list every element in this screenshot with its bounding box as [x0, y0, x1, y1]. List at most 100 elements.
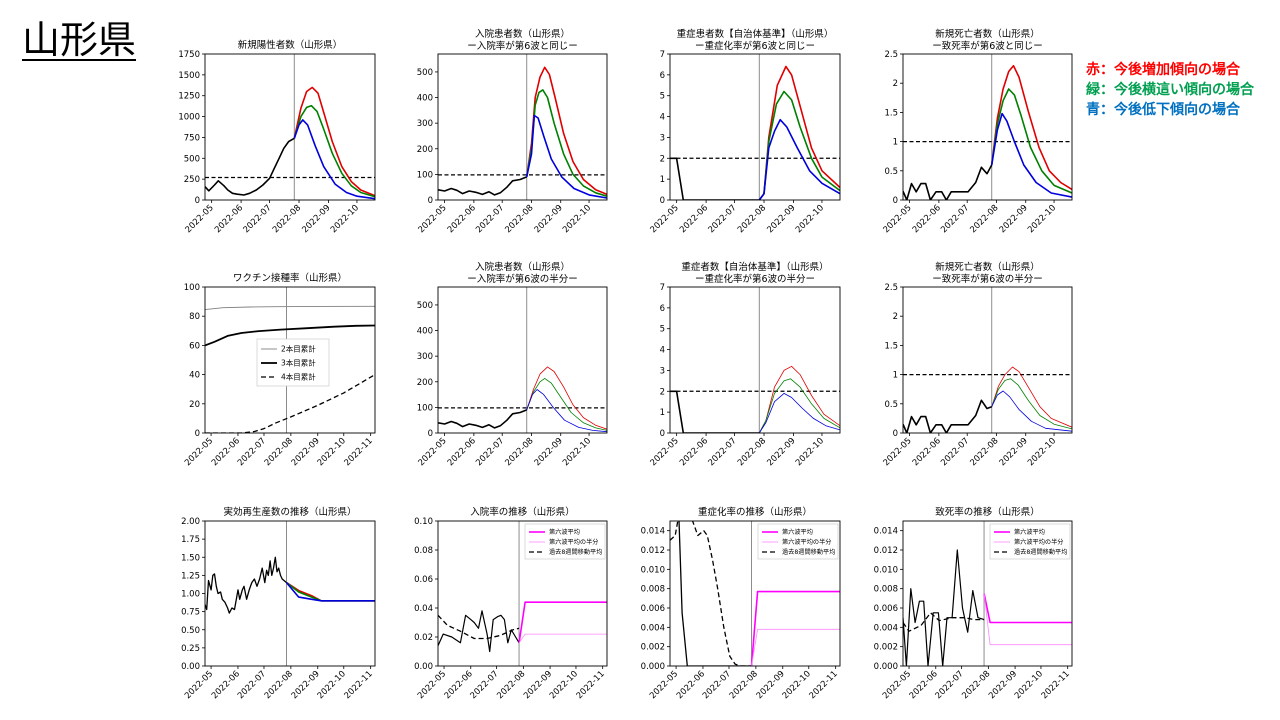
plot-frame [669, 520, 841, 667]
chart-subtitle: ー重症化率が第6波の半分ー [695, 273, 815, 285]
legend-label: 第六波平均の半分 [782, 538, 832, 546]
series-line-green [990, 88, 1072, 194]
chart-c8: 新規死亡者数（山形県）ー致死率が第6波の半分ー 0 0.5 1 1.5 2 2.5 2022-… [882, 261, 1073, 468]
chart-title: 新規陽性者数（山形県） [238, 39, 343, 51]
y-tick-label: 1.25 [181, 571, 200, 581]
y-tick-label: 3 [660, 133, 665, 143]
chart-c1: 新規陽性者数（山形県） 0 250 500 750 1000 1250 1500 1750 202… [178, 39, 376, 235]
y-tick-label: 2 [660, 387, 665, 397]
y-tick-label: 250 [184, 175, 200, 185]
series-line-green [293, 104, 375, 198]
x-tick-label: 2022-10 [1013, 669, 1045, 701]
x-tick-label: 2022-09 [765, 436, 797, 468]
x-tick-label: 2022-11 [808, 669, 840, 701]
y-tick-label: 2 [660, 154, 665, 164]
series-line-red [991, 366, 1072, 428]
y-tick-label: 7 [660, 283, 665, 293]
y-tick-label: 0.014 [641, 527, 665, 537]
legend-box [989, 523, 1071, 560]
series-line-magenta [518, 601, 607, 643]
x-tick-label: 2022-11 [1040, 669, 1072, 701]
legend-label: 過去8週間移動平均 [1014, 548, 1067, 556]
y-tick-label: 500 [184, 154, 200, 164]
series-line-green [991, 378, 1072, 430]
series-line-blue [525, 114, 607, 199]
series-line-black [678, 521, 752, 666]
y-tick-label: 500 [417, 68, 433, 78]
y-tick-label: 0.75 [181, 608, 200, 618]
chart-subtitle: ー致死率が第6波の半分ー [932, 273, 1043, 285]
y-tick-label: 5 [660, 325, 665, 335]
series-line-green [758, 90, 840, 200]
y-tick-label: 0.08 [414, 546, 433, 556]
x-tick-label: 2022-05 [648, 669, 680, 701]
x-tick-label: 2022-09 [533, 436, 565, 468]
legend-label: 2本目累計 [281, 344, 316, 354]
x-tick-label: 2022-05 [183, 436, 215, 468]
scenario-decrease-label: 青：今後低下傾向の場合 [1086, 102, 1240, 118]
plot-frame [204, 520, 376, 667]
y-tick-label: 20 [189, 400, 200, 410]
chart-title: 重症者数【自治体基準】（山形県） [681, 261, 828, 273]
x-tick-label: 2022-07 [474, 203, 506, 235]
y-tick-label: 5 [660, 92, 665, 102]
x-tick-label: 2022-07 [701, 669, 733, 701]
chart-c12: 致死率の推移（山形県） 0.000 0.002 0.004 0.006 0.008 0.01… [874, 506, 1073, 701]
chart-c11: 重症化率の推移（山形県） 0.000 0.002 0.004 0.006 0.008 0.0… [641, 506, 841, 701]
x-tick-label: 2022-05 [184, 203, 216, 235]
y-tick-label: 0.008 [874, 585, 898, 595]
scenario-increase-label: 赤：今後増加傾向の場合 [1086, 62, 1240, 78]
x-tick-label: 2022-09 [998, 203, 1030, 235]
legend-label: 第六波平均の半分 [1014, 538, 1064, 546]
y-tick-label: 4 [660, 346, 665, 356]
x-tick-label: 2022-09 [998, 436, 1030, 468]
x-tick-label: 2022-11 [343, 436, 375, 468]
y-tick-label: 0.012 [874, 546, 898, 556]
y-tick-label: 0.00 [181, 662, 200, 672]
chart-subtitle: ー入院率が第6波の半分ー [467, 273, 578, 285]
page-title: 山形県 [22, 18, 137, 62]
y-tick-label: 4 [660, 113, 665, 123]
series-line-black [670, 390, 760, 433]
series-line-black [670, 521, 752, 666]
series-line-blue [293, 119, 375, 200]
x-tick-label: 2022-07 [939, 203, 971, 235]
chart-title: ワクチン接種率（山形県） [233, 272, 347, 284]
y-tick-label: 0.04 [414, 604, 433, 614]
y-tick-label: 0 [428, 196, 433, 206]
legend-label: 過去8週間移動平均 [549, 548, 602, 556]
y-tick-label: 100 [417, 170, 433, 180]
legend-label: 3本目累計 [281, 358, 316, 368]
series-line-blue [990, 112, 1072, 198]
y-tick-label: 6 [660, 304, 665, 314]
x-tick-label: 2022-07 [707, 203, 739, 235]
x-tick-label: 2022-10 [548, 669, 580, 701]
series-line-gray [205, 305, 375, 311]
series-line-black [903, 549, 985, 666]
x-tick-label: 2022-10 [794, 436, 826, 468]
x-tick-label: 2022-06 [446, 203, 478, 235]
x-tick-label: 2022-08 [503, 203, 535, 235]
series-line-black [205, 556, 287, 614]
legend-label: 第六波平均 [782, 528, 813, 536]
plot-frame [437, 520, 608, 667]
x-tick-label: 2022-06 [213, 203, 245, 235]
series-line-black [438, 614, 520, 640]
y-tick-label: 1250 [178, 92, 200, 102]
y-tick-label: 100 [184, 283, 200, 293]
series-line-red [758, 365, 840, 433]
y-tick-label: 400 [417, 94, 433, 104]
y-tick-label: 0.006 [641, 604, 665, 614]
y-tick-label: 1.75 [181, 535, 200, 545]
legend-box [524, 523, 606, 560]
y-tick-label: 0 [893, 196, 898, 206]
x-tick-label: 2022-07 [939, 436, 971, 468]
scenario-legend: 赤：今後増加傾向の場合 緑：今後横這い傾向の場合 青：今後低下傾向の場合 [1086, 60, 1254, 120]
x-tick-label: 2022-07 [934, 669, 966, 701]
y-tick-label: 0.5 [884, 400, 898, 410]
x-tick-label: 2022-06 [911, 436, 943, 468]
x-tick-label: 2022-05 [417, 436, 449, 468]
chart-title: 重症患者数【自治体基準】（山形県） [677, 28, 834, 40]
series-line-black [205, 324, 375, 347]
y-tick-label: 0.008 [641, 585, 665, 595]
